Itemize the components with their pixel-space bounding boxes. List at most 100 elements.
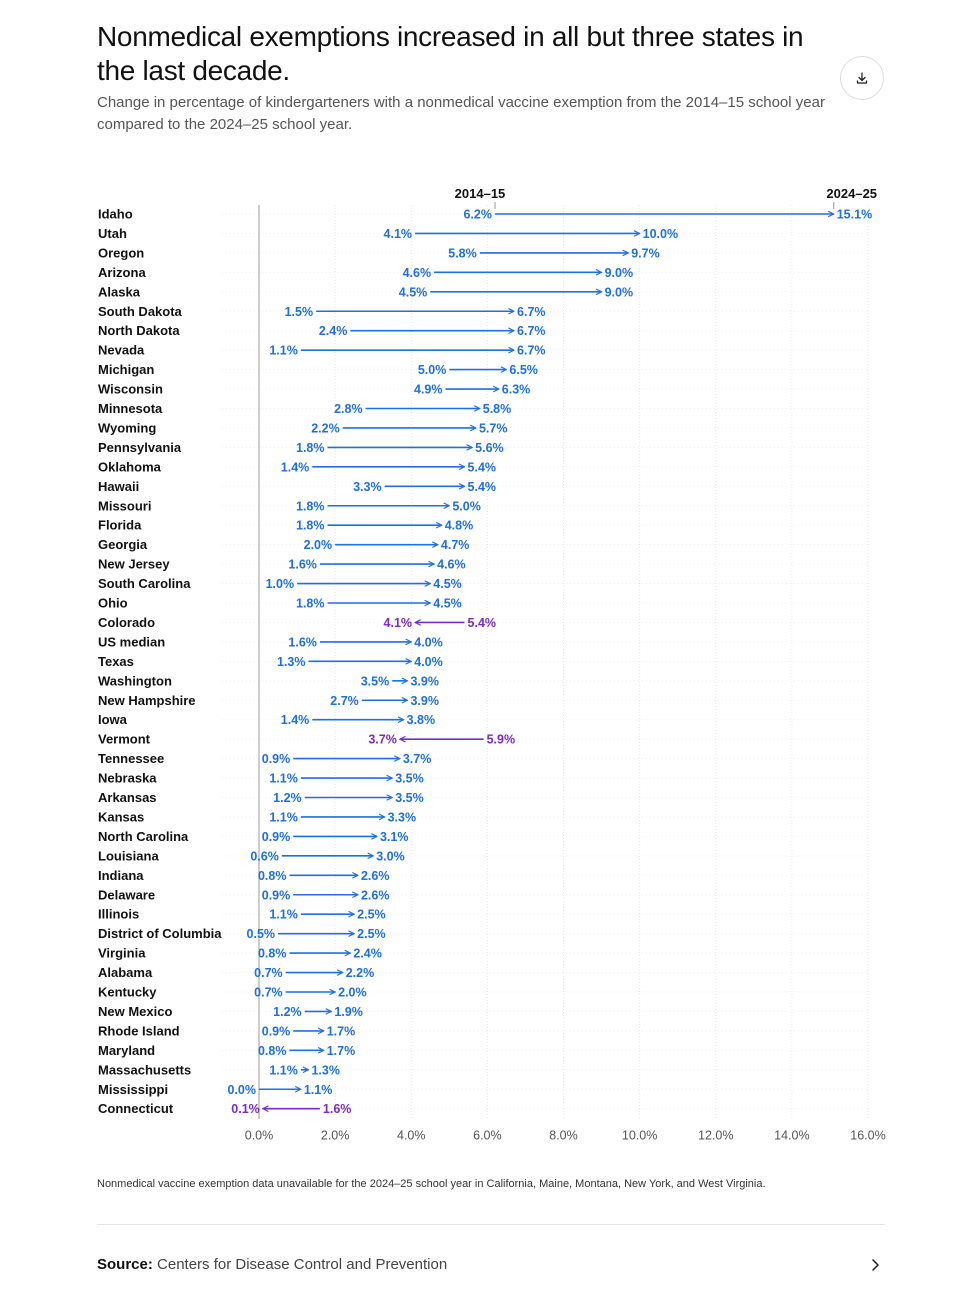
start-value-label: 0.9% [262, 1024, 291, 1038]
state-label: North Carolina [98, 829, 189, 844]
end-value-label: 1.7% [327, 1024, 356, 1038]
start-value-label: 2.2% [311, 421, 340, 435]
state-label: Delaware [98, 887, 155, 902]
dumbbell-chart: 2014–15 2024–25 Idaho 6.2% 15.1% Utah 4.1% 10.… [98, 186, 886, 1143]
start-value-label: 0.7% [254, 966, 283, 980]
end-value-label: 2.4% [353, 947, 382, 961]
start-value-label: 0.8% [258, 869, 287, 883]
source-label: Source: [97, 1256, 153, 1273]
state-label: New Hampshire [98, 693, 196, 708]
end-value-label: 9.7% [631, 246, 660, 260]
start-value-label: 0.0% [228, 1083, 257, 1097]
state-label: South Carolina [98, 576, 191, 591]
download-button[interactable] [840, 56, 884, 100]
start-value-label: 5.8% [448, 246, 477, 260]
state-label: Wisconsin [98, 382, 163, 397]
row-vermont: Vermont 3.7% 5.9% [98, 732, 515, 747]
row-indiana: Indiana 0.8% 2.6% [98, 868, 389, 883]
start-value-label: 4.5% [399, 285, 428, 299]
state-label: Ohio [98, 596, 128, 611]
row-delaware: Delaware 0.9% 2.6% [98, 887, 389, 902]
state-label: Kansas [98, 809, 144, 824]
state-label: Virginia [98, 946, 146, 961]
state-label: Minnesota [98, 401, 163, 416]
row-colorado: Colorado 4.1% 5.4% [98, 615, 496, 630]
row-district-of-columbia: District of Columbia 0.5% 2.5% [98, 926, 386, 941]
row-alabama: Alabama 0.7% 2.2% [98, 965, 374, 980]
row-alaska: Alaska 4.5% 9.0% [98, 284, 633, 299]
state-label: Kentucky [98, 985, 157, 1000]
start-value-label: 1.1% [269, 772, 298, 786]
row-massachusetts: Massachusetts 1.1% 1.3% [98, 1062, 340, 1077]
x-tick-label: 12.0% [698, 1129, 733, 1143]
end-value-label: 6.3% [502, 383, 531, 397]
download-icon [856, 72, 868, 84]
row-connecticut: Connecticut 0.1% 1.6% [98, 1101, 351, 1116]
end-value-label: 5.7% [479, 421, 508, 435]
x-tick-label: 0.0% [245, 1129, 274, 1143]
state-label: New Jersey [98, 557, 170, 572]
end-value-label: 6.7% [517, 305, 546, 319]
state-label: Indiana [98, 868, 144, 883]
end-value-label: 5.6% [475, 441, 504, 455]
row-arizona: Arizona 4.6% 9.0% [98, 265, 633, 280]
end-value-label: 4.0% [414, 635, 443, 649]
state-label: South Dakota [98, 304, 183, 319]
end-value-label: 2.5% [357, 927, 386, 941]
start-value-label: 0.8% [258, 947, 287, 961]
end-value-label: 1.3% [311, 1063, 340, 1077]
source-line[interactable]: Source: Centers for Disease Control and … [97, 1256, 447, 1273]
end-value-label: 4.7% [441, 538, 470, 552]
row-virginia: Virginia 0.8% 2.4% [98, 946, 382, 961]
end-value-label: 2.0% [338, 986, 367, 1000]
state-label: Michigan [98, 362, 154, 377]
end-value-label: 4.5% [433, 577, 462, 591]
state-label: US median [98, 634, 165, 649]
row-maryland: Maryland 0.8% 1.7% [98, 1043, 355, 1058]
row-nevada: Nevada 1.1% 6.7% [98, 343, 546, 358]
state-label: Arizona [98, 265, 146, 280]
row-us-median: US median 1.6% 4.0% [98, 634, 443, 649]
chevron-right-icon[interactable] [870, 1257, 882, 1273]
row-iowa: Iowa 1.4% 3.8% [98, 712, 435, 727]
state-label: Idaho [98, 207, 133, 222]
start-value-label: 1.6% [323, 1102, 352, 1116]
end-value-label: 9.0% [605, 285, 634, 299]
start-value-label: 4.9% [414, 383, 443, 397]
row-kentucky: Kentucky 0.7% 2.0% [98, 985, 367, 1000]
state-label: Utah [98, 226, 127, 241]
end-value-label: 1.7% [327, 1044, 356, 1058]
start-value-label: 1.1% [269, 1063, 298, 1077]
state-label: Maryland [98, 1043, 155, 1058]
end-value-label: 2.6% [361, 888, 390, 902]
end-value-label: 15.1% [837, 208, 872, 222]
end-value-label: 2.6% [361, 869, 390, 883]
row-new-hampshire: New Hampshire 2.7% 3.9% [98, 693, 439, 708]
end-value-label: 9.0% [605, 266, 634, 280]
end-value-label: 2.2% [346, 966, 375, 980]
end-value-label: 4.5% [433, 597, 462, 611]
start-value-label: 1.5% [285, 305, 314, 319]
row-texas: Texas 1.3% 4.0% [98, 654, 443, 669]
end-value-label: 2.5% [357, 908, 386, 922]
chart-subtitle: Change in percentage of kindergarteners … [97, 94, 825, 133]
row-oklahoma: Oklahoma 1.4% 5.4% [98, 459, 496, 474]
state-label: Alabama [98, 965, 153, 980]
state-label: Florida [98, 518, 142, 533]
chart-title: Nonmedical exemptions increased in all b… [97, 21, 804, 86]
start-value-label: 0.9% [262, 752, 291, 766]
row-michigan: Michigan 5.0% 6.5% [98, 362, 538, 377]
state-label: Iowa [98, 712, 128, 727]
start-value-label: 5.9% [487, 733, 515, 747]
end-value-label: 6.7% [517, 344, 546, 358]
end-value-label: 3.1% [380, 830, 409, 844]
state-label: Louisiana [98, 848, 159, 863]
row-utah: Utah 4.1% 10.0% [98, 226, 678, 241]
x-tick-label: 2.0% [321, 1129, 350, 1143]
x-tick-label: 6.0% [473, 1129, 502, 1143]
row-kansas: Kansas 1.1% 3.3% [98, 809, 416, 824]
start-value-label: 4.1% [384, 227, 413, 241]
start-value-label: 0.8% [258, 1044, 287, 1058]
row-north-dakota: North Dakota 2.4% 6.7% [98, 323, 546, 338]
start-value-label: 1.6% [288, 635, 317, 649]
